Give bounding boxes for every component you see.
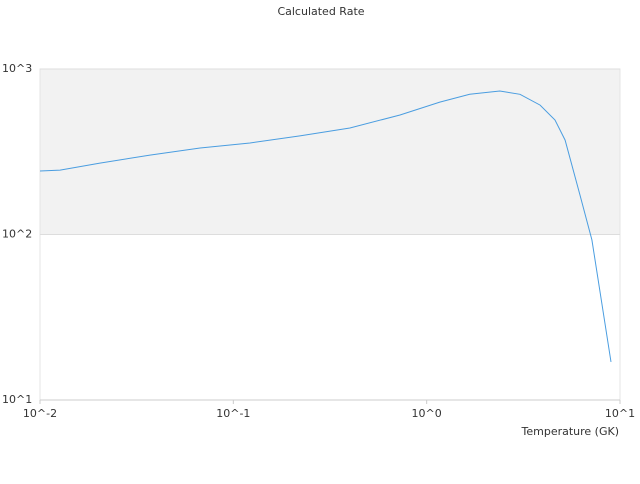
- series-line: [39, 90, 612, 362]
- x-axis-title: Temperature (GK): [521, 425, 620, 438]
- plot-band: [40, 69, 620, 235]
- chart-title: Calculated Rate: [277, 5, 364, 18]
- y-tick-label: 10^2: [2, 228, 32, 241]
- x-tick-label: 10^1: [605, 407, 635, 420]
- y-tick-label: 10^3: [2, 62, 32, 75]
- x-tick-label: 10^0: [412, 407, 442, 420]
- y-tick-label: 10^1: [2, 393, 32, 406]
- x-tick-label: 10^-1: [216, 407, 250, 420]
- x-tick-label: 10^-2: [23, 407, 57, 420]
